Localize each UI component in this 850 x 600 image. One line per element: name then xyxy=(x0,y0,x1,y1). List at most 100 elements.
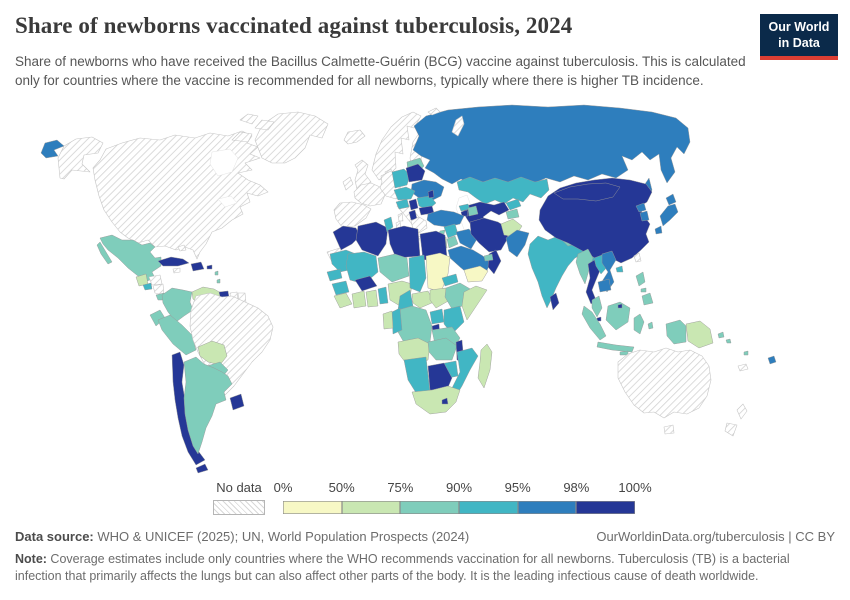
country-ivory-coast[interactable] xyxy=(351,290,367,309)
country-arctic-islands[interactable] xyxy=(254,119,275,131)
country-uruguay[interactable] xyxy=(229,393,245,411)
country-bosnia-croatia[interactable] xyxy=(395,198,410,210)
country-mexico[interactable] xyxy=(96,241,113,265)
country-somalia[interactable] xyxy=(461,285,488,321)
country-ireland[interactable] xyxy=(342,176,354,191)
country-cuba[interactable] xyxy=(157,256,190,267)
country-pakistan[interactable] xyxy=(505,229,530,258)
country-scandinavia[interactable] xyxy=(371,111,422,181)
country-japan[interactable] xyxy=(659,203,679,227)
country-philippines[interactable] xyxy=(640,287,647,293)
country-sudan[interactable] xyxy=(425,252,451,293)
country-belarus[interactable] xyxy=(405,163,426,183)
country-hainan[interactable] xyxy=(615,265,624,273)
country-madagascar[interactable] xyxy=(477,343,493,389)
country-bolivia[interactable] xyxy=(197,340,228,366)
canonical-link[interactable]: OurWorldinData.org/tuberculosis | CC BY xyxy=(596,529,835,544)
country-libya[interactable] xyxy=(387,225,421,259)
country-mongolia[interactable] xyxy=(553,182,621,202)
country-botswana[interactable] xyxy=(427,362,453,393)
country-vanuatu[interactable] xyxy=(743,350,749,356)
data-source-line[interactable]: Data source: WHO & UNICEF (2025); UN, Wo… xyxy=(15,529,469,544)
country-brunei[interactable] xyxy=(617,303,623,309)
country-gabon[interactable] xyxy=(382,310,394,330)
country-indonesia[interactable] xyxy=(633,313,645,335)
country-australia[interactable] xyxy=(617,347,712,419)
country-algeria[interactable] xyxy=(355,221,389,257)
country-jamaica[interactable] xyxy=(172,267,181,274)
country-burkina-faso[interactable] xyxy=(354,275,378,292)
country-uae[interactable] xyxy=(483,253,494,262)
country-papua-new-guinea[interactable] xyxy=(685,320,714,349)
country-guinea[interactable] xyxy=(331,280,350,296)
country-north-korea[interactable] xyxy=(635,202,647,213)
country-indonesia[interactable] xyxy=(596,341,635,353)
country-kazakhstan[interactable] xyxy=(456,176,550,205)
country-new-zealand[interactable] xyxy=(736,403,748,420)
country-svalbard[interactable] xyxy=(427,107,441,116)
country-philippines[interactable] xyxy=(641,292,654,306)
country-sierra-leone-liberia[interactable] xyxy=(333,292,353,309)
country-indonesia[interactable] xyxy=(647,321,654,330)
data-source-text[interactable]: WHO & UNICEF (2025); UN, World Populatio… xyxy=(93,529,470,544)
legend-bin[interactable] xyxy=(400,501,460,514)
legend-bin[interactable] xyxy=(459,501,518,514)
country-central-african-republic[interactable] xyxy=(411,290,435,309)
country-serbia[interactable] xyxy=(408,198,419,211)
legend-bin[interactable] xyxy=(576,501,636,514)
country-kyrgyzstan[interactable] xyxy=(505,198,522,211)
country-peru[interactable] xyxy=(157,314,197,356)
country-morocco[interactable] xyxy=(332,225,361,251)
country-jordan[interactable] xyxy=(446,235,459,249)
country-moldova[interactable] xyxy=(427,189,435,199)
country-taiwan[interactable] xyxy=(633,252,642,263)
country-antilles[interactable] xyxy=(216,278,221,284)
country-bahamas[interactable] xyxy=(177,244,187,252)
country-solomon-islands[interactable] xyxy=(717,331,725,339)
owid-logo[interactable]: Our World in Data xyxy=(760,14,838,60)
country-yemen[interactable] xyxy=(463,265,489,283)
legend-bin[interactable] xyxy=(283,501,342,514)
country-puerto-rico[interactable] xyxy=(206,264,213,270)
country-russia[interactable] xyxy=(412,104,691,189)
country-tunisia[interactable] xyxy=(383,216,394,233)
country-new-caledonia[interactable] xyxy=(737,363,749,372)
world-map[interactable] xyxy=(0,100,850,480)
country-antilles[interactable] xyxy=(214,270,219,276)
country-arctic-islands[interactable] xyxy=(239,113,259,125)
country-chukotka[interactable] xyxy=(40,139,65,159)
country-chad[interactable] xyxy=(408,254,427,293)
country-chile[interactable] xyxy=(171,351,206,466)
country-namibia[interactable] xyxy=(403,356,431,397)
country-cambodia[interactable] xyxy=(597,278,612,293)
country-oman[interactable] xyxy=(487,249,502,275)
legend-bin[interactable] xyxy=(341,501,401,514)
country-south-africa[interactable] xyxy=(411,385,461,415)
country-ghana[interactable] xyxy=(365,289,379,308)
country-philippines[interactable] xyxy=(635,271,646,287)
legend-bin[interactable] xyxy=(517,501,577,514)
country-mozambique[interactable] xyxy=(451,347,479,397)
country-iceland[interactable] xyxy=(343,129,366,145)
country-senegal[interactable] xyxy=(326,268,343,282)
country-novaya-zemlya[interactable] xyxy=(451,115,465,137)
country-myanmar[interactable] xyxy=(575,248,594,285)
country-arctic-islands[interactable] xyxy=(231,131,253,143)
country-indonesia[interactable] xyxy=(619,350,629,356)
country-chile[interactable] xyxy=(195,463,209,474)
country-new-zealand[interactable] xyxy=(724,422,738,437)
country-iran[interactable] xyxy=(469,217,509,253)
country-hispaniola[interactable] xyxy=(190,261,205,272)
country-malaysia[interactable] xyxy=(591,295,603,318)
country-indonesia[interactable] xyxy=(581,305,607,341)
country-armenia[interactable] xyxy=(460,209,469,217)
country-greenland[interactable] xyxy=(254,111,329,164)
country-iberia[interactable] xyxy=(333,201,372,228)
country-el-salvador[interactable] xyxy=(142,282,153,291)
country-indonesia[interactable] xyxy=(605,301,631,331)
country-france[interactable] xyxy=(353,182,386,207)
country-solomon-islands[interactable] xyxy=(725,338,732,344)
country-eritrea[interactable] xyxy=(441,273,459,287)
country-japan[interactable] xyxy=(654,225,663,235)
country-south-sudan[interactable] xyxy=(429,287,451,309)
